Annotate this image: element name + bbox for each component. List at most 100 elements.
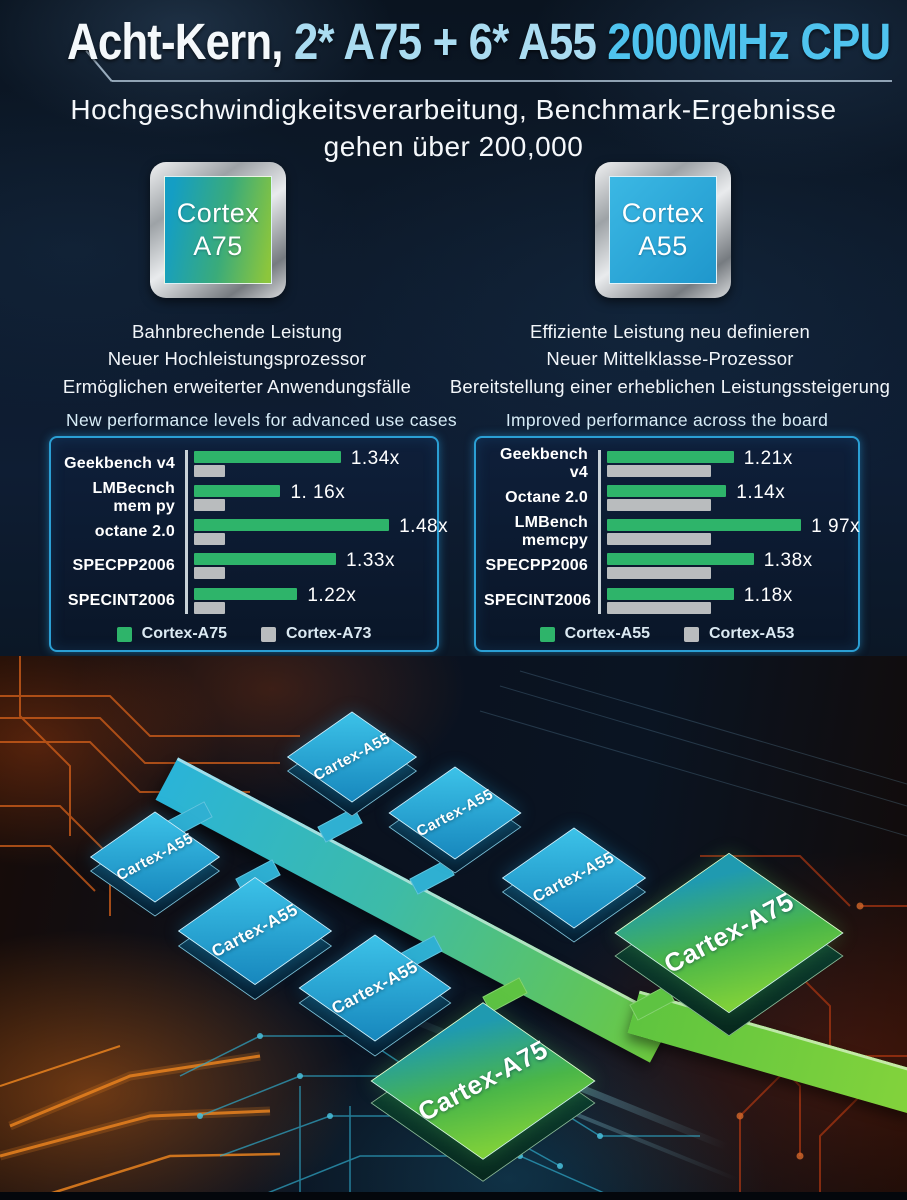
chart-row: LMBecnch mem py 1. 16x <box>59 479 430 515</box>
series2-bar <box>193 601 225 614</box>
category-label: LMBecnch mem py <box>92 479 175 515</box>
series2-bar <box>193 464 225 477</box>
bar-group: 1.21x <box>601 447 851 479</box>
chart-row: octane 2.0 1.48x <box>59 516 448 548</box>
page-title: Acht-Kern, 2* A75 + 6* A55 2000MHz CPU <box>67 12 891 71</box>
legend-swatch-gray <box>684 626 699 642</box>
left-chart-title: New performance levels for advanced use … <box>66 410 457 430</box>
a55-desc-line1: Effiziente Leistung neu definieren <box>529 321 811 342</box>
right-chart-title: Improved performance across the board <box>505 410 829 430</box>
title-part-pale: 2* A75 + 6* A55 <box>282 13 608 70</box>
series2-bar <box>606 567 712 580</box>
badge-a55-line1: Cortex <box>621 198 705 229</box>
series1-bar <box>193 484 281 497</box>
value-label: 1.18x <box>743 584 793 606</box>
legend-label: Cortex-A55 <box>564 625 650 642</box>
value-label: 1.38x <box>763 550 813 572</box>
series2-bar <box>606 601 712 614</box>
value-label: 1.48x <box>399 516 449 537</box>
value-label: 1.34x <box>350 447 400 469</box>
chart-rows: Geekbench v4 1.21x Octane 2.0 1.14x LMBench … <box>484 445 860 616</box>
a75-desc-line1: Bahnbrechende Leistung <box>131 321 343 342</box>
chart-legend: Cortex-A75 Cortex-A73 <box>59 625 429 643</box>
legend-item: Cortex-A53 <box>684 625 794 643</box>
bar-group: 1.18x <box>601 584 851 616</box>
a55-desc-line2: Neuer Mittelklasse-Prozessor <box>546 348 794 370</box>
category-label: SPECINT2006 <box>67 591 175 609</box>
series1-bar <box>606 553 754 566</box>
title-part-cyan: 2000MHz CPU <box>607 13 891 70</box>
chart-row: Geekbench v4 1.34x <box>59 448 429 479</box>
axis-line <box>185 450 188 614</box>
subtitle-line-1: Hochgeschwindigkeitsverarbeitung, Benchm… <box>70 94 837 125</box>
series1-bar <box>606 450 734 463</box>
bar-group: 1. 16x <box>188 481 430 513</box>
category-label: SPECPP2006 <box>485 557 588 575</box>
value-label: 1.21x <box>743 447 793 469</box>
bar-group: 1.22x <box>188 584 430 616</box>
value-label: 1. 16x <box>290 481 346 503</box>
left-benchmark-chart: Geekbench v4 1.34x LMBecnch mem py 1. 16x oc… <box>49 436 448 652</box>
bar-group: 1.48x <box>188 516 448 547</box>
right-benchmark-chart: Geekbench v4 1.21x Octane 2.0 1.14x LMBench … <box>474 436 860 652</box>
bottom-border <box>0 1192 907 1200</box>
cortex-a55-badge-face: Cortex A55 <box>609 176 717 284</box>
subtitle: Hochgeschwindigkeitsverarbeitung, Benchm… <box>0 92 907 166</box>
legend-item: Cortex-A73 <box>261 625 371 643</box>
subtitle-line-2: gehen über 200,000 <box>323 130 584 162</box>
chart-row: SPECPP2006 1.38x <box>484 550 851 582</box>
legend-label: Cortex-A73 <box>286 625 372 642</box>
a75-description: Bahnbrechende Leistung Neuer Hochleistun… <box>17 318 457 400</box>
a55-desc-line3: Bereitstellung einer erheblichen Leistun… <box>449 375 891 397</box>
value-label: 1.22x <box>307 584 357 606</box>
category-label: octane 2.0 <box>94 523 175 540</box>
series1-bar <box>193 553 336 566</box>
a75-desc-line2: Neuer Hochleistungsprozessor <box>107 348 367 370</box>
legend-item: Cortex-A55 <box>539 625 650 643</box>
series1-bar <box>193 519 390 531</box>
axis-line <box>598 450 601 614</box>
series2-bar <box>193 567 225 580</box>
series1-bar <box>606 519 802 531</box>
series2-bar <box>606 498 712 511</box>
a55-description: Effiziente Leistung neu definieren Neuer… <box>433 318 907 400</box>
bar-group: 1.34x <box>188 447 430 479</box>
category-label: Octane 2.0 <box>505 488 588 506</box>
chart-row: SPECINT2006 1.22x <box>59 585 429 616</box>
legend-swatch-green <box>539 626 555 642</box>
cortex-a75-badge: Cortex A75 <box>150 162 286 298</box>
value-label: 1.14x <box>736 481 786 503</box>
top-section: Acht-Kern, 2* A75 + 6* A55 2000MHz CPU H… <box>0 0 907 656</box>
chart-row: Octane 2.0 1.14x <box>484 482 850 513</box>
category-label: LMBench memcpy <box>514 514 588 549</box>
series1-bar <box>606 484 727 497</box>
bar-group: 1 97x <box>601 516 860 547</box>
category-label: SPECPP2006 <box>72 557 175 575</box>
circuit-board-diagram: Cartex-A55 Cartex-A55 Cartex-A55 Cartex-A55… <box>0 656 907 1200</box>
chart-row: SPECINT2006 1.18x <box>484 585 850 616</box>
legend-swatch-green <box>116 626 132 642</box>
bar-group: 1.33x <box>188 550 430 581</box>
series2-bar <box>193 533 225 545</box>
a75-desc-line3: Ermöglichen erweiterter Anwendungsfälle <box>62 375 412 397</box>
cortex-a55-badge: Cortex A55 <box>595 162 731 298</box>
chart-legend: Cortex-A55 Cortex-A53 <box>484 625 850 643</box>
cortex-a75-badge-face: Cortex A75 <box>164 176 272 284</box>
badge-a75-line2: A75 <box>193 231 243 261</box>
category-label: Geekbench v4 <box>499 445 588 481</box>
series1-bar <box>193 450 341 463</box>
category-label: Geekbench v4 <box>64 454 175 472</box>
series1-bar <box>606 587 734 600</box>
banner: Acht-Kern, 2* A75 + 6* A55 2000MHz CPU <box>0 12 907 71</box>
title-part-white: Acht-Kern, <box>67 13 283 70</box>
series2-bar <box>606 533 712 545</box>
title-underline <box>112 80 892 82</box>
bar-group: 1.38x <box>601 550 851 581</box>
value-label: 1.33x <box>345 550 395 572</box>
legend-label: Cortex-A53 <box>709 625 795 642</box>
series2-bar <box>606 464 712 477</box>
legend-item: Cortex-A75 <box>116 625 227 643</box>
badge-a55-line2: A55 <box>638 231 688 261</box>
value-label: 1 97x <box>811 516 861 537</box>
